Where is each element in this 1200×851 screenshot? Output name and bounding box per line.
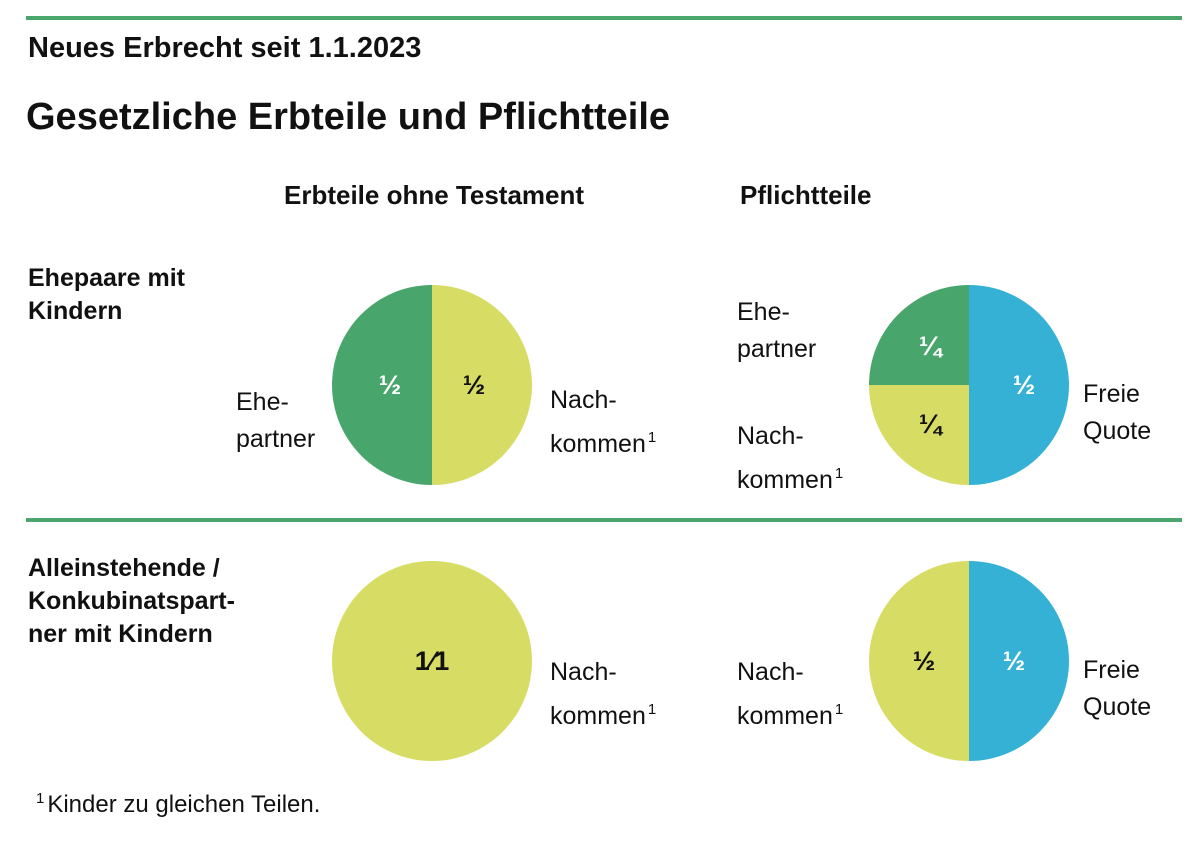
footnote-marker: 1 xyxy=(834,465,844,482)
row-heading-line: Alleinstehende / xyxy=(28,554,220,582)
footnote-marker: 1 xyxy=(36,790,45,807)
pie-slice-nachkommen xyxy=(869,561,969,761)
label-nachkommen: Nach- kommen 1 xyxy=(550,386,657,458)
pie-ehepaare-pflichtteile: ¼ ¼ ½ xyxy=(869,285,1069,485)
supertitle: Neues Erbrecht seit 1.1.2023 xyxy=(28,32,422,64)
footnote: 1 Kinder zu gleichen Teilen. xyxy=(36,790,320,819)
label-nachkommen: Nach- kommen 1 xyxy=(737,422,844,494)
pie-label-nachkommen: ½ xyxy=(463,370,486,400)
pie-slice-freie-quote xyxy=(969,285,1069,485)
pie-label-nachkommen: ½ xyxy=(913,646,936,676)
row-heading-line: Konkubinatspart- xyxy=(28,587,235,615)
label-freie-quote: Freie Quote xyxy=(1083,380,1152,445)
column-heading-erbteile: Erbteile ohne Testament xyxy=(284,180,585,210)
label-nachkommen: Nach- kommen 1 xyxy=(737,658,844,730)
row-heading-alleinstehende: Alleinstehende / Konkubinatspart- ner mi… xyxy=(28,552,288,651)
pie-slice-ehepartner xyxy=(332,285,432,485)
pie-label-nachkommen: ¼ xyxy=(919,409,944,439)
pie-label-freie-quote: ½ xyxy=(1013,370,1036,400)
footnote-marker: 1 xyxy=(647,701,657,718)
pie-slice-nachkommen xyxy=(869,385,969,485)
pie-slice-freie-quote xyxy=(969,561,1069,761)
label-ehepartner: Ehe- partner xyxy=(737,298,817,363)
pie-label-ehepartner: ½ xyxy=(379,370,402,400)
pie-label-ehepartner: ¼ xyxy=(919,331,944,361)
pie-slice-ehepartner xyxy=(869,285,969,385)
footnote-marker: 1 xyxy=(834,701,844,718)
label-freie-quote: Freie Quote xyxy=(1083,656,1152,721)
row-heading-line: ner mit Kindern xyxy=(28,620,213,648)
pie-slice-nachkommen xyxy=(332,561,532,761)
pie-alleinstehende-erbteile: 1⁄1 xyxy=(332,561,532,761)
pie-label-freie-quote: ½ xyxy=(1003,646,1026,676)
row-heading-line: Kindern xyxy=(28,297,123,325)
label-nachkommen: Nach- kommen 1 xyxy=(550,658,657,730)
page-title: Gesetzliche Erbteile und Pflichtteile xyxy=(26,96,671,138)
column-heading-pflichtteile: Pflichtteile xyxy=(740,180,872,210)
pie-slice-nachkommen xyxy=(432,285,532,485)
row-heading-line: Ehepaare mit xyxy=(28,264,186,292)
footnote-text: Kinder zu gleichen Teilen. xyxy=(47,791,321,818)
label-ehepartner: Ehe- partner xyxy=(236,388,316,453)
pie-label-nachkommen: 1⁄1 xyxy=(415,646,450,676)
row-heading-ehepaare: Ehepaare mit Kindern xyxy=(28,262,288,328)
top-rule xyxy=(26,16,1182,20)
row-divider xyxy=(26,518,1182,522)
footnote-marker: 1 xyxy=(647,429,657,446)
